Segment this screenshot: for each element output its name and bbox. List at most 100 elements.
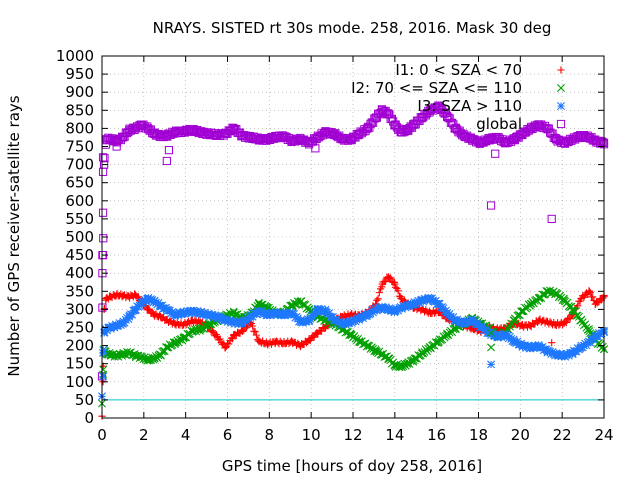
data-point [369, 344, 378, 353]
data-point [251, 328, 259, 336]
data-point [225, 340, 233, 348]
data-point [162, 343, 170, 352]
data-point [337, 320, 346, 329]
data-point [378, 283, 386, 291]
data-point [505, 332, 514, 341]
data-point [444, 331, 453, 340]
data-point [208, 327, 217, 335]
axis-ticks: 0501001502002503003504004505005506006507… [56, 47, 614, 444]
data-point [376, 350, 385, 359]
outlier-point [548, 339, 556, 347]
plot-area [97, 101, 609, 420]
outlier-point [162, 156, 171, 166]
data-point [566, 315, 574, 323]
outlier-point [98, 167, 108, 176]
data-point [174, 311, 183, 320]
data-point [366, 309, 375, 318]
legend-label: global [476, 115, 522, 133]
grid [101, 55, 605, 419]
x-tick-label: 22 [553, 426, 572, 444]
y-tick-label: 50 [75, 391, 94, 409]
data-point [598, 342, 607, 351]
data-point [375, 289, 383, 297]
data-point [150, 296, 159, 305]
x-tick-label: 12 [343, 426, 362, 444]
y-tick-label: 350 [65, 282, 94, 300]
data-point [114, 321, 123, 330]
series-* [98, 293, 608, 401]
data-point [282, 308, 291, 317]
data-point [238, 327, 247, 335]
data-point [170, 311, 179, 320]
y-tick-label: 650 [65, 174, 94, 192]
data-point [118, 319, 127, 328]
y-tick-label: 100 [65, 373, 94, 391]
outlier-point [547, 214, 556, 224]
data-point [302, 338, 311, 347]
data-point [387, 274, 395, 282]
data-point [99, 346, 108, 355]
legend-marker [556, 119, 566, 129]
data-point [503, 331, 512, 340]
data-point [399, 362, 408, 371]
data-point [110, 323, 119, 332]
y-tick-label: 700 [65, 156, 94, 174]
data-point [577, 315, 586, 324]
data-point [244, 315, 253, 324]
y-tick-label: 400 [65, 264, 94, 282]
y-tick-label: 900 [65, 83, 94, 101]
y-tick-label: 750 [65, 138, 94, 156]
data-point [529, 344, 538, 353]
y-tick-label: 600 [65, 192, 94, 210]
data-point [138, 353, 147, 362]
data-point [574, 302, 582, 310]
data-point [153, 353, 162, 362]
data-point [582, 341, 591, 350]
data-point [231, 319, 240, 328]
data-point [562, 318, 570, 327]
data-point [128, 310, 137, 319]
data-point [100, 327, 109, 336]
data-point [518, 307, 527, 316]
data-point [273, 310, 282, 319]
x-tick-label: 8 [265, 426, 275, 444]
data-point [589, 293, 597, 301]
data-point [533, 343, 542, 352]
x-tick-label: 14 [385, 426, 404, 444]
data-point [286, 301, 295, 310]
y-tick-label: 250 [65, 319, 94, 337]
data-point [192, 309, 201, 318]
data-point [465, 318, 474, 327]
data-point [308, 312, 317, 321]
data-point [582, 323, 591, 332]
data-point [394, 306, 403, 315]
data-point [228, 335, 237, 343]
x-tick-label: 0 [97, 426, 107, 444]
x-tick-label: 24 [594, 426, 613, 444]
data-point [216, 335, 224, 343]
data-point [572, 311, 581, 320]
y-tick-label: 500 [65, 228, 94, 246]
data-point [154, 298, 163, 307]
data-point [286, 308, 295, 317]
data-point [350, 332, 359, 341]
data-point [252, 331, 260, 339]
outlier-point [112, 142, 121, 151]
legend-label: I1: 0 < SZA < 70 [395, 61, 522, 79]
legend-marker [557, 84, 565, 92]
data-point [320, 307, 329, 316]
legend-label: I2: 70 <= SZA <= 110 [351, 79, 522, 97]
outlier-point [98, 153, 108, 162]
data-point [124, 314, 133, 323]
data-point [204, 309, 213, 318]
data-point [594, 299, 602, 307]
y-tick-label: 850 [65, 101, 94, 119]
data-point [394, 287, 402, 295]
data-point [325, 309, 334, 318]
data-point [351, 317, 360, 326]
data-point [165, 306, 174, 315]
x-tick-label: 16 [427, 426, 446, 444]
data-point [576, 344, 585, 353]
y-tick-label: 200 [65, 337, 94, 355]
